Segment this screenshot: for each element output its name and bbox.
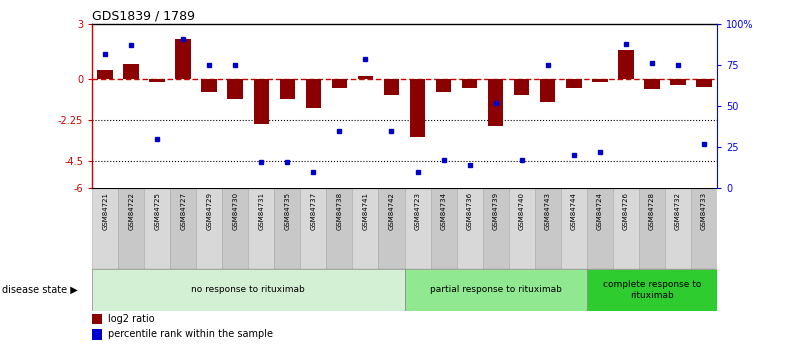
Bar — [514, 79, 529, 95]
Text: GSM84743: GSM84743 — [545, 192, 550, 230]
Bar — [431, 188, 457, 269]
Bar — [696, 79, 711, 87]
Bar — [535, 188, 561, 269]
Bar — [119, 188, 144, 269]
Text: GSM84741: GSM84741 — [363, 192, 368, 230]
Bar — [405, 188, 431, 269]
Bar — [144, 188, 171, 269]
Bar — [457, 188, 482, 269]
Bar — [384, 79, 399, 95]
Bar — [92, 269, 405, 310]
Text: disease state ▶: disease state ▶ — [2, 285, 78, 295]
Text: GSM84740: GSM84740 — [519, 192, 525, 230]
Bar — [379, 188, 405, 269]
Text: GSM84744: GSM84744 — [571, 192, 577, 230]
Text: GSM84733: GSM84733 — [701, 192, 706, 230]
Bar — [586, 188, 613, 269]
Bar — [300, 188, 327, 269]
Bar — [196, 188, 223, 269]
Bar — [171, 188, 196, 269]
Bar — [227, 79, 244, 99]
Bar — [509, 188, 535, 269]
Text: GSM84722: GSM84722 — [128, 192, 134, 230]
Text: GSM84728: GSM84728 — [649, 192, 654, 230]
Text: GSM84721: GSM84721 — [103, 192, 108, 230]
Bar — [223, 188, 248, 269]
Text: GSM84727: GSM84727 — [180, 192, 186, 230]
Text: GSM84730: GSM84730 — [232, 192, 238, 230]
Bar — [670, 79, 686, 85]
Text: GSM84732: GSM84732 — [675, 192, 681, 230]
Bar — [123, 64, 139, 79]
Text: no response to rituximab: no response to rituximab — [191, 285, 305, 294]
Bar — [332, 79, 348, 88]
Text: GSM84726: GSM84726 — [623, 192, 629, 230]
Bar — [644, 79, 660, 89]
Text: GSM84737: GSM84737 — [311, 192, 316, 230]
Text: percentile rank within the sample: percentile rank within the sample — [108, 329, 273, 339]
Text: GSM84738: GSM84738 — [336, 192, 342, 230]
Text: complete response to
rituximab: complete response to rituximab — [602, 280, 701, 299]
Bar — [306, 79, 321, 108]
Text: GSM84723: GSM84723 — [415, 192, 421, 230]
Bar — [280, 79, 295, 99]
Bar — [352, 188, 378, 269]
Text: GSM84734: GSM84734 — [441, 192, 446, 230]
Text: GSM84724: GSM84724 — [597, 192, 602, 230]
Bar — [613, 188, 639, 269]
Bar — [92, 188, 119, 269]
Bar — [175, 39, 191, 79]
Bar — [248, 188, 274, 269]
Bar — [566, 79, 582, 88]
Bar — [461, 79, 477, 88]
Text: partial response to rituximab: partial response to rituximab — [429, 285, 562, 294]
Text: GSM84736: GSM84736 — [467, 192, 473, 230]
Bar — [482, 188, 509, 269]
Bar — [253, 79, 269, 124]
Bar — [540, 79, 555, 102]
Bar — [98, 70, 113, 79]
Bar — [274, 188, 300, 269]
Bar — [202, 79, 217, 91]
Text: GSM84739: GSM84739 — [493, 192, 498, 230]
Bar — [409, 79, 425, 137]
Bar — [639, 188, 665, 269]
Text: GSM84729: GSM84729 — [207, 192, 212, 230]
Bar — [592, 79, 607, 81]
Text: GSM84735: GSM84735 — [284, 192, 290, 230]
Bar — [92, 329, 103, 340]
Bar — [436, 79, 452, 91]
Text: GDS1839 / 1789: GDS1839 / 1789 — [92, 10, 195, 23]
Text: GSM84742: GSM84742 — [388, 192, 394, 230]
Bar — [150, 79, 165, 81]
Bar — [586, 269, 717, 310]
Text: GSM84731: GSM84731 — [259, 192, 264, 230]
Bar — [690, 188, 717, 269]
Bar — [665, 188, 690, 269]
Bar — [327, 188, 352, 269]
Text: GSM84725: GSM84725 — [155, 192, 160, 230]
Bar — [357, 76, 373, 79]
Bar — [92, 314, 103, 324]
Bar — [561, 188, 586, 269]
Bar — [618, 50, 634, 79]
Bar — [488, 79, 503, 126]
Bar — [405, 269, 586, 310]
Text: log2 ratio: log2 ratio — [108, 314, 155, 324]
